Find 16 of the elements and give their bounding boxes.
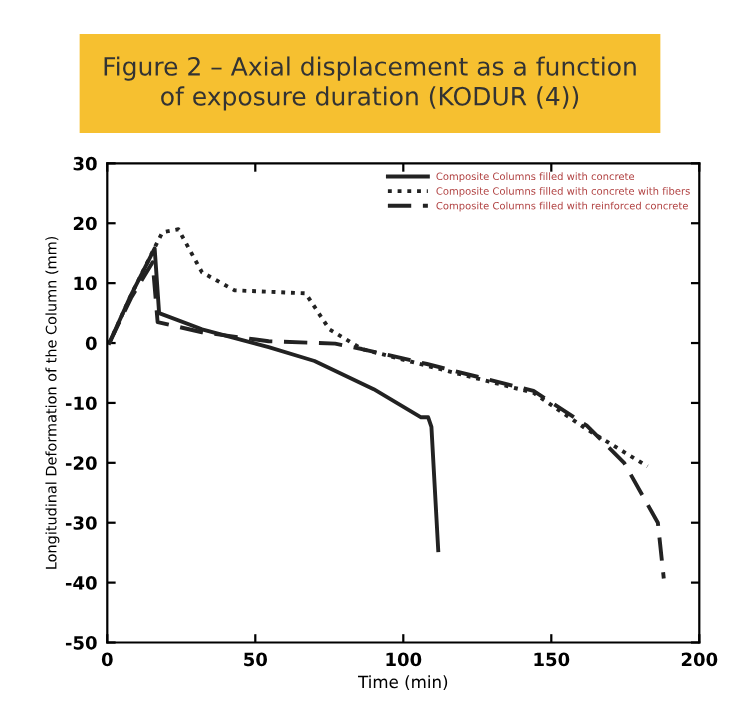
x-axis-title: Time (min) (358, 675, 448, 691)
y-tick-label: -40 (65, 576, 97, 590)
y-tick-label: 30 (73, 156, 97, 171)
y-tick-label: 10 (74, 276, 97, 291)
x-tick-label: 200 (681, 652, 718, 667)
y-tick-label: -30 (65, 516, 97, 530)
y-tick-label: 20 (73, 216, 97, 231)
y-tick-label: -50 (65, 635, 97, 650)
x-tick-label: 50 (244, 652, 267, 667)
y-tick-label: -10 (65, 396, 97, 411)
x-tick-label: 100 (386, 652, 422, 667)
x-tick-label: 150 (534, 652, 570, 667)
y-tick-label: 0 (85, 336, 97, 351)
chart-title: Figure 2 – Axial displacement as a function of exposure duration (KODUR (4)) (104, 56, 636, 111)
x-tick-label: 0 (101, 652, 113, 667)
y-tick-label: -20 (65, 456, 97, 470)
